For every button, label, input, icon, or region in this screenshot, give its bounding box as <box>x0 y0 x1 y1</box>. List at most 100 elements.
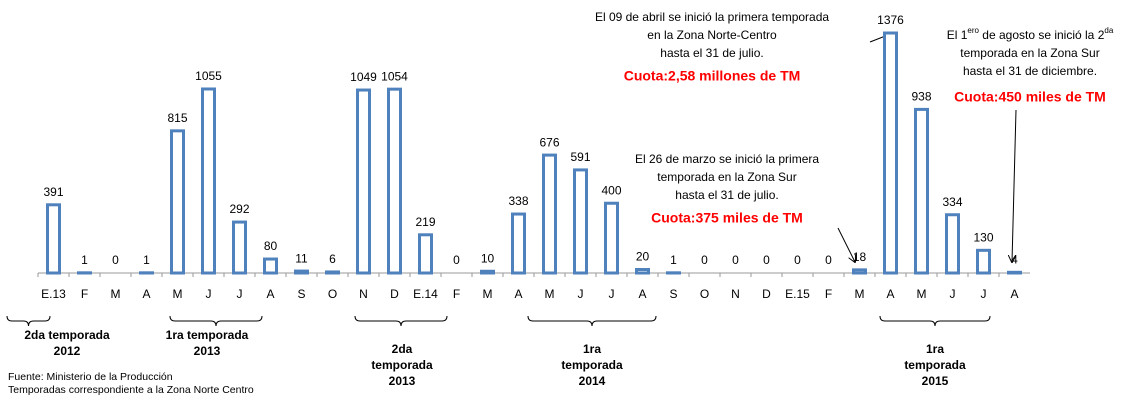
bar <box>513 214 525 273</box>
annotation: El 09 de abril se inició la primera temp… <box>595 10 829 24</box>
value-label: 20 <box>636 250 650 264</box>
season-label: temporada <box>561 358 623 372</box>
x-tick-label: J <box>609 287 615 301</box>
annotation: El 26 de marzo se inició la primera <box>635 152 819 166</box>
bar <box>172 131 184 273</box>
value-label: 6 <box>329 252 336 266</box>
season-label: 1ra temporada <box>166 328 249 342</box>
annotation-part: El 1 <box>947 28 968 42</box>
season-label: temporada <box>904 358 966 372</box>
value-label: 1 <box>81 253 88 267</box>
season-label: 2015 <box>922 374 949 388</box>
quota: Cuota:375 miles de TM <box>651 210 803 226</box>
value-label: 18 <box>853 250 867 264</box>
bar <box>420 235 432 273</box>
value-label: 219 <box>415 215 435 229</box>
x-tick-label: M <box>111 287 121 301</box>
bracket <box>355 316 447 326</box>
x-tick-label: E.13 <box>41 287 66 301</box>
annotation: en la Zona Norte-Centro <box>647 28 777 42</box>
value-label: 11 <box>295 251 308 265</box>
annotation-part: de agosto se inició la 2 <box>979 28 1105 42</box>
annotation-part: temporada en la Zona Sur <box>657 170 796 184</box>
value-label: 591 <box>570 150 590 164</box>
annotation: El 1ero de agosto se inició la 2da <box>947 26 1114 42</box>
bar <box>203 89 215 273</box>
value-label: 1 <box>143 253 150 267</box>
annotation: temporada en la Zona Sur <box>960 46 1099 60</box>
footnote: Temporadas correspondiente a la Zona Nor… <box>8 384 254 396</box>
value-label: 400 <box>601 183 621 197</box>
season-label: 1ra <box>926 342 944 356</box>
bracket <box>170 316 262 326</box>
x-tick-label: E.14 <box>413 287 438 301</box>
value-label: 1054 <box>381 69 408 83</box>
annotation-part: hasta el 31 de julio. <box>675 188 778 202</box>
value-label: 0 <box>701 253 708 267</box>
season-label: 2da <box>392 342 413 356</box>
x-tick-label: M <box>545 287 555 301</box>
annotation: hasta el 31 de diciembre. <box>963 64 1097 78</box>
value-label: 0 <box>453 253 460 267</box>
value-label: 0 <box>732 253 739 267</box>
season-label: 2012 <box>54 344 81 358</box>
annotation-part: ero <box>967 26 979 35</box>
annotation: hasta el 31 de julio. <box>675 188 778 202</box>
x-tick-label: J <box>981 287 987 301</box>
season-label: 2013 <box>389 374 416 388</box>
bracket <box>7 316 50 326</box>
x-tick-label: N <box>731 287 740 301</box>
x-tick-label: J <box>206 287 212 301</box>
bar <box>606 203 618 273</box>
bar <box>854 270 866 273</box>
x-tick-label: S <box>669 287 677 301</box>
annotation-part: en la Zona Norte-Centro <box>647 28 777 42</box>
annotation-part: hasta el 31 de diciembre. <box>963 64 1097 78</box>
value-label: 1376 <box>877 13 904 27</box>
annotation: hasta el 31 de julio. <box>660 46 763 60</box>
value-label: 0 <box>112 253 119 267</box>
value-label: 338 <box>508 194 528 208</box>
footnote: Fuente: Ministerio de la Producción <box>8 371 173 383</box>
bar <box>544 155 556 273</box>
value-label: 1 <box>670 253 677 267</box>
value-label: 10 <box>481 251 495 265</box>
value-label: 1049 <box>350 70 377 84</box>
bracket <box>528 316 656 326</box>
x-tick-label: F <box>453 287 460 301</box>
annotation-part: El 09 de abril se inició la primera temp… <box>595 10 829 24</box>
bar <box>885 33 897 273</box>
annotation-part: hasta el 31 de julio. <box>660 46 763 60</box>
bar <box>265 259 277 273</box>
bar <box>48 205 60 273</box>
bar <box>482 271 494 273</box>
bar <box>389 89 401 273</box>
value-label: 1055 <box>195 69 222 83</box>
value-label: 938 <box>911 90 931 104</box>
bar <box>234 222 246 273</box>
value-label: 130 <box>973 230 993 244</box>
value-label: 4 <box>1011 252 1018 266</box>
value-label: 391 <box>43 185 63 199</box>
x-tick-label: M <box>855 287 865 301</box>
x-tick-label: F <box>825 287 832 301</box>
x-tick-label: D <box>390 287 399 301</box>
quota: Cuota:450 miles de TM <box>954 89 1106 105</box>
x-tick-label: O <box>700 287 709 301</box>
bar <box>916 109 928 273</box>
x-tick-label: M <box>173 287 183 301</box>
x-tick-label: J <box>578 287 584 301</box>
x-tick-label: A <box>1010 287 1018 301</box>
value-label: 0 <box>825 253 832 267</box>
season-label: 1ra <box>583 342 601 356</box>
bar <box>575 170 587 273</box>
bar <box>358 90 370 273</box>
season-label: 2da temporada <box>24 328 110 342</box>
x-tick-label: M <box>917 287 927 301</box>
x-tick-label: A <box>886 287 894 301</box>
bar <box>296 271 308 273</box>
season-label: 2013 <box>194 344 221 358</box>
value-label: 815 <box>167 111 187 125</box>
value-label: 0 <box>794 253 801 267</box>
value-label: 676 <box>539 135 559 149</box>
